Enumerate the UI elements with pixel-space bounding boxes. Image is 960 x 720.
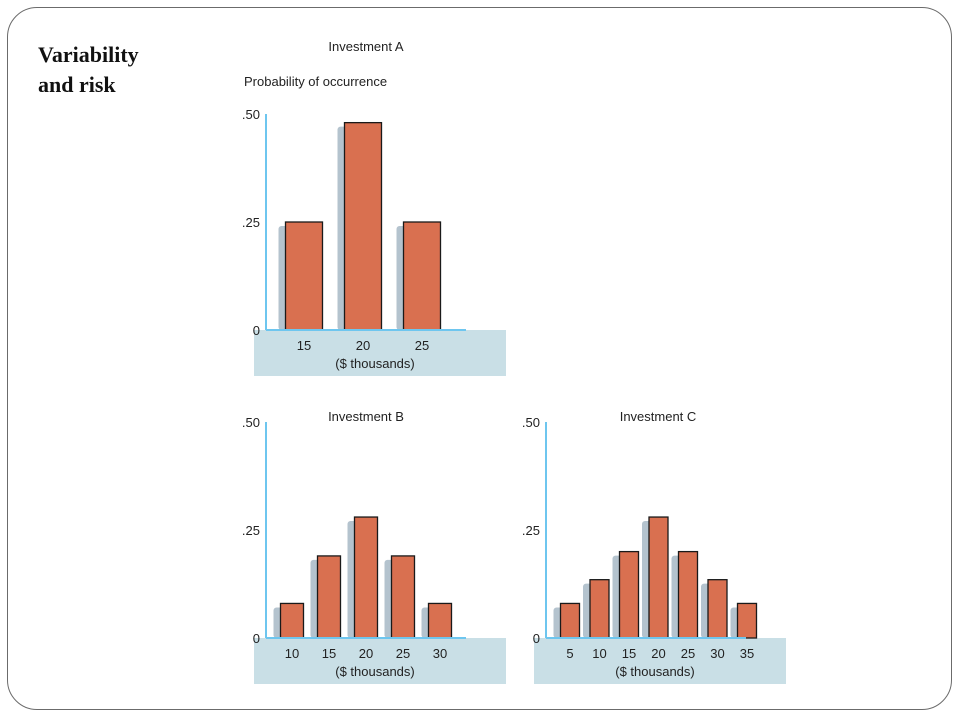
bar	[736, 602, 758, 639]
chart-title: Investment C	[620, 409, 697, 424]
chart-title: Investment A	[328, 39, 403, 54]
chart-title: Investment B	[328, 409, 404, 424]
y-tick-label: .25	[242, 523, 260, 538]
bar	[279, 602, 305, 639]
bar	[427, 602, 453, 639]
bar	[284, 221, 324, 331]
x-axis-band	[254, 638, 506, 684]
x-tick-label: 10	[592, 646, 606, 661]
x-tick-label: 10	[285, 646, 299, 661]
bar	[316, 555, 342, 639]
y-tick-label: .25	[522, 523, 540, 538]
bar	[589, 579, 610, 639]
x-tick-label: 25	[415, 338, 429, 353]
y-tick-label: .25	[242, 215, 260, 230]
x-tick-label: 15	[297, 338, 311, 353]
x-axis-label: ($ thousands)	[615, 664, 695, 679]
bar	[648, 516, 669, 639]
x-axis-band	[534, 638, 786, 684]
x-tick-label: 25	[396, 646, 410, 661]
y-tick-label: .50	[242, 107, 260, 122]
slide-title: Variability and risk	[38, 42, 139, 97]
x-tick-label: 15	[622, 646, 636, 661]
x-tick-label: 5	[566, 646, 573, 661]
y-tick-label: .50	[522, 415, 540, 430]
chart-investment-b: 0 .25 .50 10 15 20 25 30 ($ thousands) Investment…	[242, 409, 506, 684]
x-tick-label: 20	[359, 646, 373, 661]
y-tick-label: 0	[253, 323, 260, 338]
y-axis-label: Probability of occurrence	[244, 74, 387, 89]
chart-investment-c: 0 .25 .50 5 10 15 20 25 30 35 ($ thousands) Investm…	[522, 409, 786, 684]
bar	[353, 516, 379, 639]
y-tick-label: 0	[253, 631, 260, 646]
x-tick-label: 30	[710, 646, 724, 661]
bar	[618, 550, 640, 639]
bar	[343, 121, 383, 331]
bar	[677, 550, 699, 639]
bar	[559, 602, 581, 639]
x-tick-label: 20	[651, 646, 665, 661]
x-axis-label: ($ thousands)	[335, 664, 415, 679]
y-tick-label: 0	[533, 631, 540, 646]
bar	[390, 555, 416, 639]
bar	[707, 579, 728, 639]
x-tick-label: 30	[433, 646, 447, 661]
x-tick-label: 35	[740, 646, 754, 661]
y-tick-label: .50	[242, 415, 260, 430]
x-tick-label: 15	[322, 646, 336, 661]
chart-investment-a: 0 .25 .50 15 20 25($ thousands) Investment A Pr…	[242, 39, 506, 376]
x-tick-label: 25	[681, 646, 695, 661]
x-axis-label: ($ thousands)	[335, 356, 415, 371]
x-tick-label: 20	[356, 338, 370, 353]
x-axis-band	[254, 330, 506, 376]
bar	[402, 221, 442, 331]
